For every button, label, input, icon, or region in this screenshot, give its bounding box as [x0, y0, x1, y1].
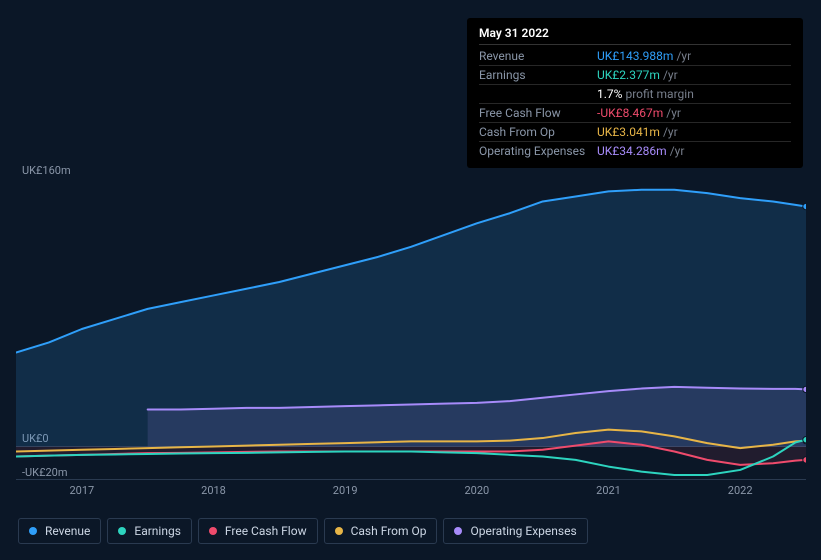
legend-label: Free Cash Flow	[225, 524, 307, 538]
tooltip-row-suffix: /yr	[663, 125, 678, 139]
tooltip-row-value: UK£2.377m	[597, 68, 660, 82]
tooltip-row-suffix: /yr	[666, 106, 681, 120]
legend-label: Operating Expenses	[470, 524, 576, 538]
tooltip-row-suffix: profit margin	[625, 87, 693, 101]
x-axis-label: 2019	[333, 484, 358, 497]
legend-item[interactable]: Revenue	[18, 518, 101, 544]
tooltip-row: EarningsUK£2.377m/yr	[479, 66, 791, 85]
legend-label: Revenue	[45, 524, 90, 538]
tooltip-row-key	[479, 87, 597, 101]
tooltip-row: RevenueUK£143.988m/yr	[479, 47, 791, 66]
legend-swatch-icon	[118, 527, 126, 535]
tooltip-row-suffix: /yr	[676, 49, 691, 63]
legend-swatch-icon	[454, 527, 462, 535]
tooltip-row: Free Cash Flow-UK£8.467m/yr	[479, 104, 791, 123]
x-axis-label: 2018	[201, 484, 226, 497]
tooltip-row-suffix: /yr	[663, 68, 678, 82]
tooltip-row-key: Revenue	[479, 49, 597, 63]
tooltip-row-value: UK£3.041m	[597, 125, 660, 139]
x-axis-label: 2020	[464, 484, 489, 497]
tooltip-row-key: Operating Expenses	[479, 144, 597, 158]
legend-item[interactable]: Free Cash Flow	[198, 518, 318, 544]
tooltip-row-key: Cash From Op	[479, 125, 597, 139]
x-axis-labels: 2017 2018 2019 2020 2021 2022	[0, 484, 821, 502]
legend-item[interactable]: Earnings	[107, 518, 192, 544]
line-area-chart	[16, 178, 806, 480]
tooltip-row-value: -UK£8.467m	[597, 106, 663, 120]
legend-item[interactable]: Operating Expenses	[443, 518, 587, 544]
chart-legend: Revenue Earnings Free Cash Flow Cash From O…	[18, 518, 588, 544]
legend-swatch-icon	[335, 527, 343, 535]
tooltip-row: Cash From OpUK£3.041m/yr	[479, 123, 791, 142]
tooltip-row: 1.7%profit margin	[479, 85, 791, 104]
x-axis-label: 2022	[728, 484, 753, 497]
legend-label: Earnings	[134, 524, 181, 538]
x-axis-label: 2021	[596, 484, 621, 497]
tooltip-row-key: Free Cash Flow	[479, 106, 597, 120]
tooltip-row-key: Earnings	[479, 68, 597, 82]
tooltip-row-suffix: /yr	[670, 144, 685, 158]
y-axis-label: UK£160m	[22, 164, 71, 177]
legend-swatch-icon	[29, 527, 37, 535]
legend-label: Cash From Op	[351, 524, 427, 538]
tooltip-row-value: 1.7%	[597, 87, 622, 101]
legend-item[interactable]: Cash From Op	[324, 518, 438, 544]
tooltip-row-value: UK£143.988m	[597, 49, 673, 63]
tooltip-title: May 31 2022	[479, 26, 791, 45]
x-axis-label: 2017	[69, 484, 94, 497]
legend-swatch-icon	[209, 527, 217, 535]
tooltip-row-value: UK£34.286m	[597, 144, 667, 158]
tooltip-box: May 31 2022 RevenueUK£143.988m/yrEarning…	[467, 18, 803, 168]
tooltip-row: Operating ExpensesUK£34.286m/yr	[479, 142, 791, 160]
